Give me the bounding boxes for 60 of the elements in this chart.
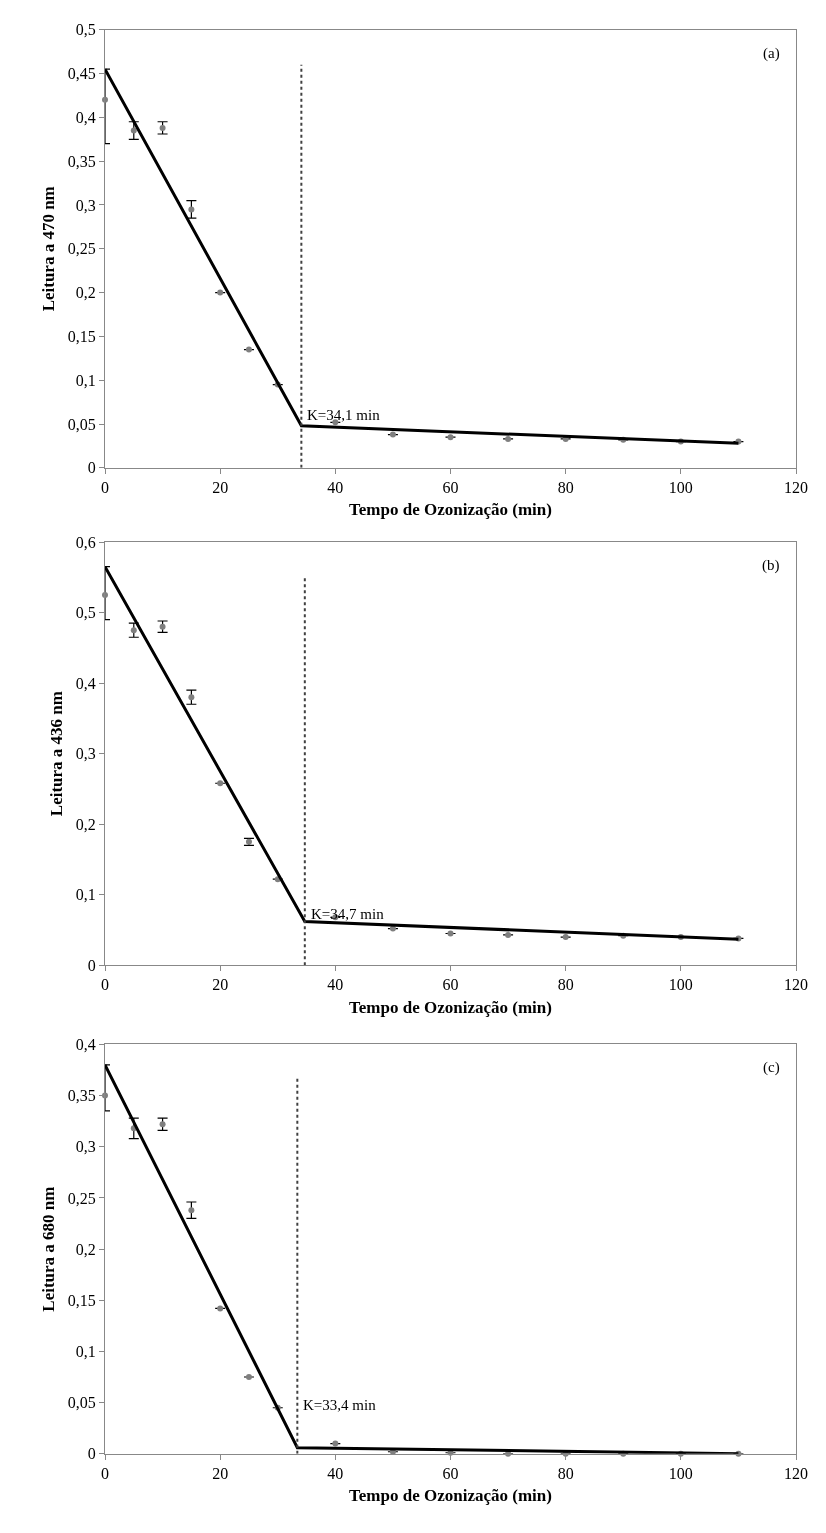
y-tick-label: 0,35 <box>67 1087 96 1105</box>
y-tick-label: 0,4 <box>75 108 96 126</box>
y-tick-label: 0,05 <box>67 415 96 433</box>
y-tick-label: 0,5 <box>75 21 96 39</box>
x-axis-title: Tempo de Ozonização (min) <box>349 1486 552 1506</box>
x-tick-label: 0 <box>101 976 109 994</box>
y-tick-label: 0,5 <box>75 604 96 622</box>
x-tick-label: 0 <box>101 1464 109 1482</box>
annotation: (a) <box>763 45 780 62</box>
y-tick-label: 0,25 <box>67 240 96 258</box>
x-tick-label: 20 <box>212 976 229 994</box>
y-tick-label: 0,3 <box>75 1138 96 1156</box>
x-tick-label: 100 <box>668 976 693 994</box>
y-tick-label: 0,2 <box>75 815 96 833</box>
y-tick-label: 0,2 <box>75 284 96 302</box>
x-axis-title: Tempo de Ozonização (min) <box>349 500 552 520</box>
annotation: (c) <box>763 1059 780 1076</box>
x-tick-label: 40 <box>327 1464 344 1482</box>
y-tick-label: 0,4 <box>75 674 96 692</box>
y-tick-label: 0 <box>87 459 96 477</box>
y-tick-label: 0,15 <box>67 1291 96 1309</box>
x-tick-label: 80 <box>557 976 574 994</box>
x-tick-label: 40 <box>327 976 344 994</box>
x-tick-label: 60 <box>442 976 459 994</box>
x-tick-label: 60 <box>442 479 459 497</box>
x-tick-label: 100 <box>668 1464 693 1482</box>
y-tick-label: 0,1 <box>75 371 96 389</box>
y-axis-title: Leitura a 436 nm <box>47 691 67 817</box>
x-tick-label: 80 <box>557 1464 574 1482</box>
ref-line-label: K=34,7 min <box>311 906 385 922</box>
y-tick-label: 0,6 <box>75 533 96 551</box>
y-tick-label: 0,2 <box>75 1240 96 1258</box>
y-tick-label: 0 <box>87 1445 96 1463</box>
y-tick-label: 0 <box>87 956 96 974</box>
x-tick-label: 120 <box>784 1464 808 1482</box>
y-tick-label: 0,4 <box>75 1035 96 1053</box>
ref-line-label: K=34,1 min <box>307 407 381 423</box>
annotation: (b) <box>762 557 780 574</box>
x-tick-label: 80 <box>557 479 574 497</box>
y-tick-label: 0,45 <box>67 65 96 83</box>
y-tick-label: 0,05 <box>67 1394 96 1412</box>
ref-line-label: K=33,4 min <box>303 1397 377 1413</box>
y-tick-label: 0,1 <box>75 1343 96 1361</box>
y-tick-label: 0,3 <box>75 745 96 763</box>
y-axis-title: Leitura a 680 nm <box>39 1186 59 1312</box>
x-tick-label: 60 <box>442 1464 459 1482</box>
x-tick-label: 20 <box>212 479 229 497</box>
y-tick-label: 0,1 <box>75 886 96 904</box>
x-tick-label: 100 <box>668 479 693 497</box>
x-tick-label: 120 <box>784 976 808 994</box>
y-tick-label: 0,25 <box>67 1189 96 1207</box>
y-axis-title: Leitura a 470 nm <box>39 186 59 312</box>
x-tick-label: 120 <box>784 479 808 497</box>
y-tick-label: 0,35 <box>67 152 96 170</box>
y-tick-label: 0,15 <box>67 328 96 346</box>
y-tick-label: 0,3 <box>75 196 96 214</box>
x-axis-title: Tempo de Ozonização (min) <box>349 997 552 1017</box>
x-tick-label: 0 <box>101 479 109 497</box>
x-tick-label: 20 <box>212 1464 229 1482</box>
x-tick-label: 40 <box>327 479 344 497</box>
